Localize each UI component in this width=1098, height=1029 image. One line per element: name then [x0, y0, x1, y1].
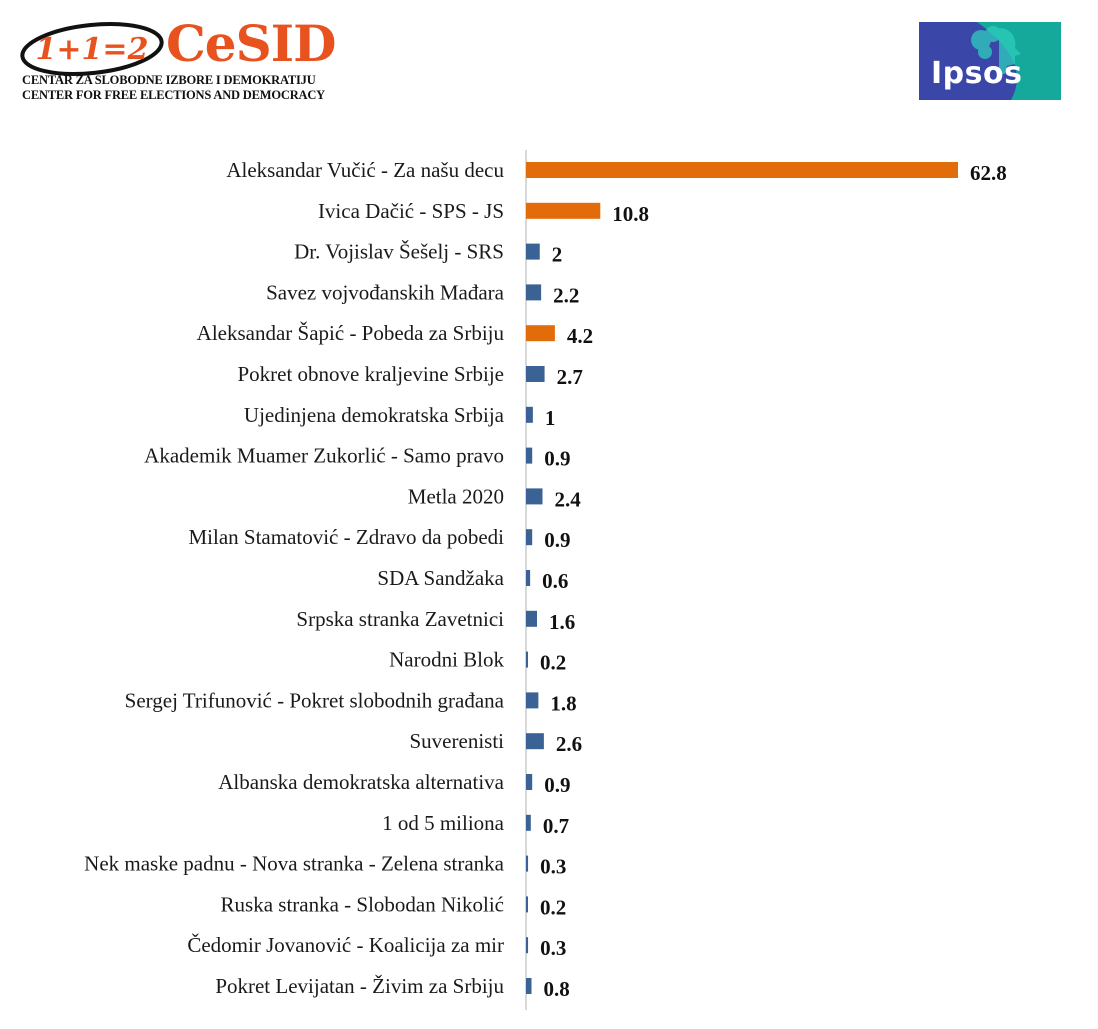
category-label: Savez vojvođanskih Mađara: [266, 280, 505, 304]
category-label: Sergej Trifunović - Pokret slobodnih gra…: [125, 688, 505, 712]
bar: [526, 202, 601, 219]
category-label: 1 od 5 miliona: [382, 811, 505, 835]
bar: [526, 692, 539, 709]
category-label: Dr. Vojislav Šešelj - SRS: [294, 240, 504, 264]
category-label: Čedomir Jovanović - Koalicija za mir: [187, 933, 504, 957]
value-label: 0.2: [540, 651, 566, 675]
category-label: Aleksandar Šapić - Pobeda za Srbiju: [197, 321, 505, 345]
category-label: Metla 2020: [408, 484, 504, 508]
header: 1+1=2 CeSID CENTAR ZA SLOBODNE IZBORE I …: [0, 0, 1098, 110]
bar: [526, 366, 545, 382]
category-label: Ujedinjena demokratska Srbija: [244, 403, 505, 427]
bar: [526, 774, 533, 790]
category-label: Akademik Muamer Zukorlić - Samo pravo: [144, 444, 504, 468]
bar: [526, 570, 531, 586]
value-label: 2.7: [557, 365, 583, 389]
category-label: Aleksandar Vučić - Za našu decu: [226, 158, 504, 182]
cesid-tagline-sr: CENTAR ZA SLOBODNE IZBORE I DEMOKRATIJU: [22, 73, 316, 87]
ipsos-wordmark: Ipsos: [931, 56, 1023, 91]
bar: [526, 406, 533, 423]
category-label: Pokret obnove kraljevine Srbije: [237, 362, 504, 386]
cesid-mark-text: 1+1=2: [36, 32, 149, 67]
value-label: 62.8: [970, 161, 1007, 185]
bar: [526, 162, 958, 178]
ipsos-logo: Ipsos: [919, 22, 1061, 100]
category-label: Milan Stamatović - Zdravo da pobedi: [188, 525, 504, 549]
category-label: Suverenisti: [410, 729, 505, 753]
bar: [526, 284, 542, 301]
value-label: 0.3: [540, 855, 566, 879]
value-label: 0.8: [544, 977, 570, 1001]
bar: [526, 243, 540, 260]
bar: [526, 896, 528, 913]
bar: [526, 937, 529, 954]
category-label: Srpska stranka Zavetnici: [296, 607, 504, 631]
category-label: Narodni Blok: [389, 648, 504, 672]
bar-chart: Aleksandar Vučić - Za našu decu 62.8 Ivica…: [84, 150, 1007, 1010]
bar: [526, 529, 533, 546]
value-label: 2.6: [556, 732, 582, 756]
value-label: 0.7: [543, 814, 569, 838]
bar: [526, 978, 532, 994]
bar: [526, 447, 533, 464]
bar: [526, 855, 529, 872]
value-label: 2.2: [553, 283, 579, 307]
value-label: 2.4: [555, 487, 582, 511]
value-label: 1.8: [550, 691, 576, 715]
value-label: 2: [552, 243, 563, 267]
value-label: 0.9: [544, 528, 570, 552]
bar: [526, 610, 538, 627]
value-label: 0.6: [542, 569, 568, 593]
bar: [526, 733, 544, 750]
value-label: 1: [545, 406, 556, 430]
category-label: SDA Sandžaka: [377, 566, 504, 590]
value-label: 0.2: [540, 895, 566, 919]
cesid-logo: 1+1=2 CeSID CENTAR ZA SLOBODNE IZBORE I …: [16, 12, 356, 107]
bar: [526, 488, 543, 505]
bar: [526, 325, 555, 342]
cesid-mark-icon: 1+1=2: [20, 22, 164, 76]
bar: [526, 814, 531, 831]
category-label: Ruska stranka - Slobodan Nikolić: [221, 892, 504, 916]
category-label: Pokret Levijatan - Živim za Srbiju: [215, 974, 504, 998]
value-label: 10.8: [612, 202, 649, 226]
value-label: 0.9: [544, 447, 570, 471]
cesid-tagline-en: CENTER FOR FREE ELECTIONS AND DEMOCRACY: [22, 88, 325, 102]
category-label: Ivica Dačić - SPS - JS: [318, 199, 504, 223]
category-label: Albanska demokratska alternativa: [218, 770, 504, 794]
bar: [526, 651, 528, 668]
cesid-name: CeSID: [166, 14, 336, 73]
category-label: Nek maske padnu - Nova stranka - Zelena …: [84, 852, 505, 876]
value-label: 4.2: [567, 324, 593, 348]
value-label: 1.6: [549, 610, 575, 634]
value-label: 0.9: [544, 773, 570, 797]
value-label: 0.3: [540, 936, 566, 960]
ipsos-logo-background-icon: [919, 22, 1061, 100]
